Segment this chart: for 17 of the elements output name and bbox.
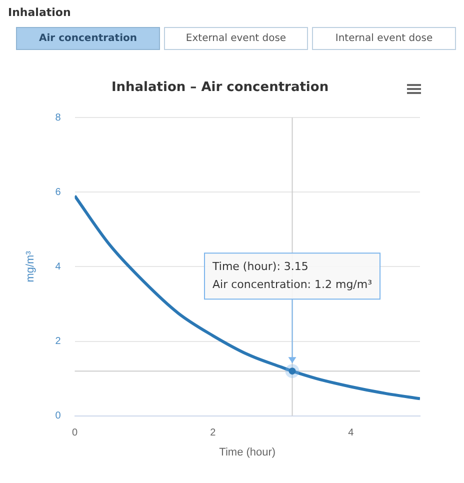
y-tick-label: 8 bbox=[55, 112, 62, 124]
x-tick-label: 4 bbox=[348, 428, 354, 439]
y-tick-label: 0 bbox=[55, 410, 62, 422]
y-axis-title: mg/m³ bbox=[24, 250, 37, 282]
text: External event dose bbox=[164, 27, 308, 50]
y-tick-label: 2 bbox=[55, 336, 62, 347]
line-series bbox=[74, 194, 420, 400]
x-axis-title: Time (hour) bbox=[219, 446, 276, 458]
text: Internal event dose bbox=[312, 27, 456, 50]
text: Inhalation bbox=[8, 6, 71, 19]
chart-title: Inhalation – Air concentration bbox=[111, 80, 329, 96]
text: Air concentration bbox=[16, 27, 160, 50]
x-tick-label: 2 bbox=[210, 428, 216, 439]
y-tick-label: 4 bbox=[55, 261, 62, 272]
x-tick-label: 0 bbox=[72, 428, 78, 439]
y-tick-label: 6 bbox=[55, 186, 62, 198]
annotation: Time (hour): 3.15 Air concentration: 1.2 mg/m³ bbox=[212, 260, 372, 291]
